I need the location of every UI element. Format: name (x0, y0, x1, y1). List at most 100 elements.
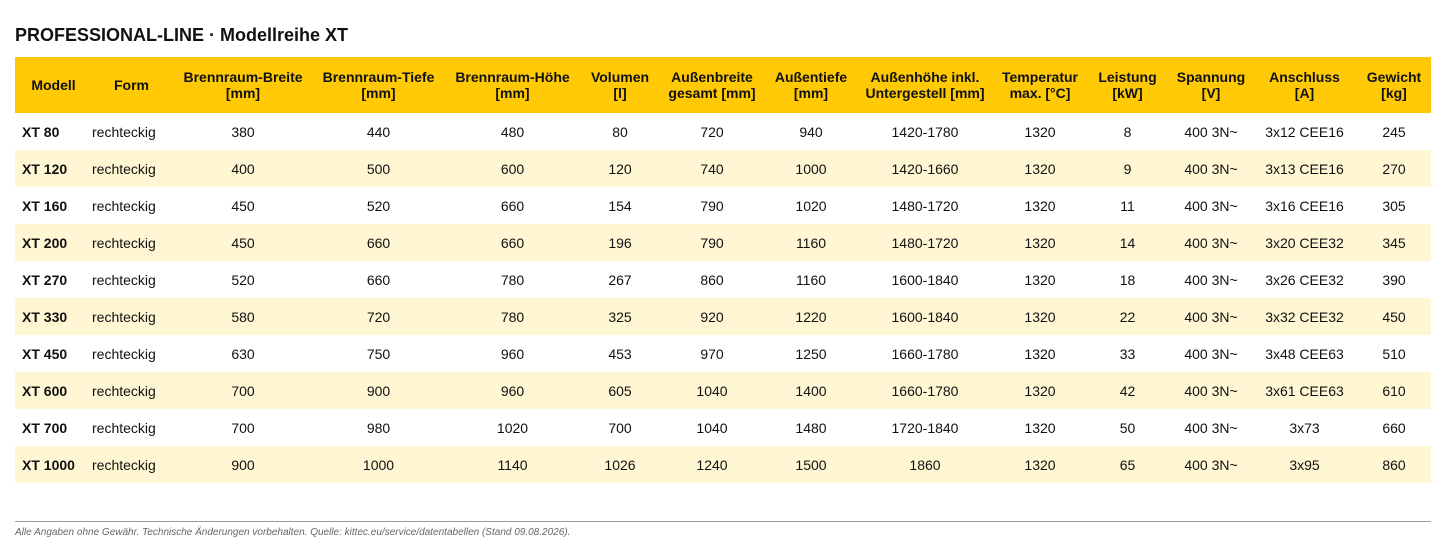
table-row: XT 160 rechteckig 450 520 660 154 790 1020 1480-… (15, 187, 1431, 224)
model-cell: XT 270 (15, 261, 92, 298)
table-cell: rechteckig (92, 187, 171, 224)
table-cell: 970 (657, 335, 767, 372)
table-cell: 660 (1357, 409, 1431, 446)
table-cell: rechteckig (92, 335, 171, 372)
column-header-unit: [V] (1201, 85, 1221, 101)
column-header-label: Außenhöhe inkl. (870, 69, 980, 85)
header-row: Modell Form Brennraum-Breite [mm] Brennraum-… (15, 57, 1431, 113)
column-header-unit: gesamt [mm] (668, 85, 756, 101)
table-cell: 1320 (995, 224, 1085, 261)
table-cell: 1600-1840 (855, 261, 995, 298)
column-header: Brennraum-Breite [mm] (171, 57, 315, 113)
table-header: Modell Form Brennraum-Breite [mm] Brennraum-… (15, 57, 1431, 113)
column-header-unit: max. [°C] (1009, 85, 1071, 101)
table-cell: 400 3N~ (1170, 113, 1252, 150)
table-cell: 1320 (995, 335, 1085, 372)
table-cell: 740 (657, 150, 767, 187)
model-cell: XT 160 (15, 187, 92, 224)
column-header: Modell (15, 57, 92, 113)
table-cell: 860 (1357, 446, 1431, 483)
table-cell: rechteckig (92, 224, 171, 261)
table-cell: 1220 (767, 298, 855, 335)
table-cell: 3x32 CEE32 (1252, 298, 1357, 335)
table-cell: 3x95 (1252, 446, 1357, 483)
table-cell: 3x26 CEE32 (1252, 261, 1357, 298)
table-cell: 700 (171, 409, 315, 446)
table-cell: 1140 (442, 446, 583, 483)
footer-divider (15, 521, 1431, 522)
table-cell: 960 (442, 372, 583, 409)
table-cell: 920 (657, 298, 767, 335)
model-cell: XT 700 (15, 409, 92, 446)
table-cell: 1720-1840 (855, 409, 995, 446)
table-cell: 960 (442, 335, 583, 372)
table-cell: 860 (657, 261, 767, 298)
table-cell: 345 (1357, 224, 1431, 261)
table-cell: 18 (1085, 261, 1170, 298)
table-cell: 400 3N~ (1170, 409, 1252, 446)
table-cell: 600 (442, 150, 583, 187)
table-cell: 196 (583, 224, 657, 261)
table-cell: rechteckig (92, 372, 171, 409)
table-cell: 80 (583, 113, 657, 150)
table-cell: 1026 (583, 446, 657, 483)
table-cell: 1320 (995, 187, 1085, 224)
table-cell: 630 (171, 335, 315, 372)
column-header-label: Gewicht (1366, 69, 1422, 85)
table-cell: 660 (315, 224, 442, 261)
table-cell: 33 (1085, 335, 1170, 372)
table-cell: 450 (171, 187, 315, 224)
table-cell: 440 (315, 113, 442, 150)
table-cell: 245 (1357, 113, 1431, 150)
column-header-label: Anschluss (1269, 69, 1340, 85)
table-cell: 1160 (767, 224, 855, 261)
footer-note: Alle Angaben ohne Gewähr. Technische Änd… (15, 527, 571, 538)
column-header-unit: Untergestell [mm] (865, 85, 985, 101)
table-cell: 400 3N~ (1170, 298, 1252, 335)
table-cell: 450 (171, 224, 315, 261)
table-cell: 154 (583, 187, 657, 224)
column-header: Außenhöhe inkl. Untergestell [mm] (855, 57, 995, 113)
table-cell: 1000 (315, 446, 442, 483)
table-cell: 3x13 CEE16 (1252, 150, 1357, 187)
table-cell: 305 (1357, 187, 1431, 224)
column-header: Form (92, 57, 171, 113)
table-cell: 520 (315, 187, 442, 224)
table-cell: 14 (1085, 224, 1170, 261)
table-cell: 700 (583, 409, 657, 446)
table-cell: 1020 (767, 187, 855, 224)
model-cell: XT 330 (15, 298, 92, 335)
table-cell: 700 (171, 372, 315, 409)
table-cell: 1040 (657, 409, 767, 446)
model-cell: XT 1000 (15, 446, 92, 483)
table-cell: rechteckig (92, 150, 171, 187)
table-cell: 790 (657, 187, 767, 224)
column-header: Außenbreite gesamt [mm] (657, 57, 767, 113)
table-cell: 1320 (995, 298, 1085, 335)
table-cell: 270 (1357, 150, 1431, 187)
column-header-unit: [kW] (1112, 85, 1143, 101)
table-cell: 400 3N~ (1170, 224, 1252, 261)
table-cell: 3x16 CEE16 (1252, 187, 1357, 224)
table-cell: 1320 (995, 261, 1085, 298)
table-cell: 510 (1357, 335, 1431, 372)
table-row: XT 270 rechteckig 520 660 780 267 860 1160 1600-… (15, 261, 1431, 298)
table-cell: 780 (442, 261, 583, 298)
table-cell: rechteckig (92, 446, 171, 483)
table-cell: 120 (583, 150, 657, 187)
table-cell: 8 (1085, 113, 1170, 150)
table-cell: 400 3N~ (1170, 335, 1252, 372)
table-row: XT 120 rechteckig 400 500 600 120 740 1000 1420-… (15, 150, 1431, 187)
table-cell: 1240 (657, 446, 767, 483)
table-cell: 1480 (767, 409, 855, 446)
table-cell: 900 (315, 372, 442, 409)
table-cell: 9 (1085, 150, 1170, 187)
table-cell: 11 (1085, 187, 1170, 224)
column-header-unit: [mm] (225, 85, 261, 101)
column-header-label: Spannung (1176, 69, 1246, 85)
table-cell: rechteckig (92, 298, 171, 335)
table-cell: 500 (315, 150, 442, 187)
table-cell: 390 (1357, 261, 1431, 298)
table-body: XT 80 rechteckig 380 440 480 80 720 940 1420-178… (15, 113, 1431, 483)
table-row: XT 700 rechteckig 700 980 1020 700 1040 1480 172… (15, 409, 1431, 446)
